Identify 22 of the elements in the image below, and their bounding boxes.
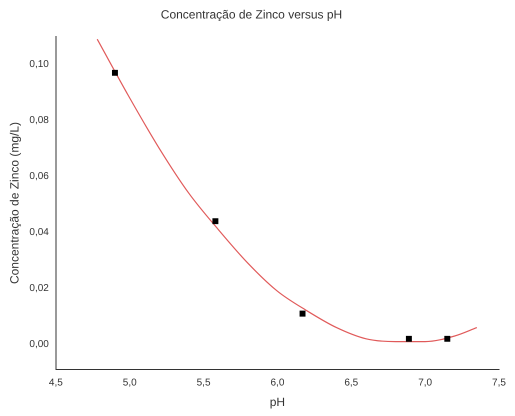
point — [406, 336, 412, 342]
y-tick-label: 0,04 — [29, 227, 50, 238]
x-tick-label: 6,5 — [344, 377, 359, 388]
y-axis-title: Concentração de Zinco (mg/L) — [8, 122, 22, 284]
x-axis-title: pH — [270, 395, 286, 410]
y-tick-label: 0,00 — [29, 339, 50, 350]
x-tick-label: 7,0 — [418, 377, 433, 388]
x-tick-label: 6,0 — [270, 377, 285, 388]
point — [212, 218, 218, 224]
y-tick-label: 0,08 — [29, 115, 50, 126]
point — [112, 70, 118, 76]
x-tick-label: 5,5 — [196, 377, 211, 388]
x-tick-label: 4,5 — [48, 377, 64, 388]
y-tick-label: 0,06 — [29, 171, 50, 182]
y-tick-label: 0,02 — [29, 283, 50, 294]
x-tick-label: 5,0 — [122, 377, 138, 388]
chart-title: Concentração de Zinco versus pH — [160, 8, 342, 22]
point — [444, 336, 450, 342]
x-tick-label: 7,5 — [492, 377, 506, 388]
line-series — [96, 38, 478, 342]
y-tick-label: 0,10 — [29, 59, 50, 70]
point — [300, 310, 306, 317]
